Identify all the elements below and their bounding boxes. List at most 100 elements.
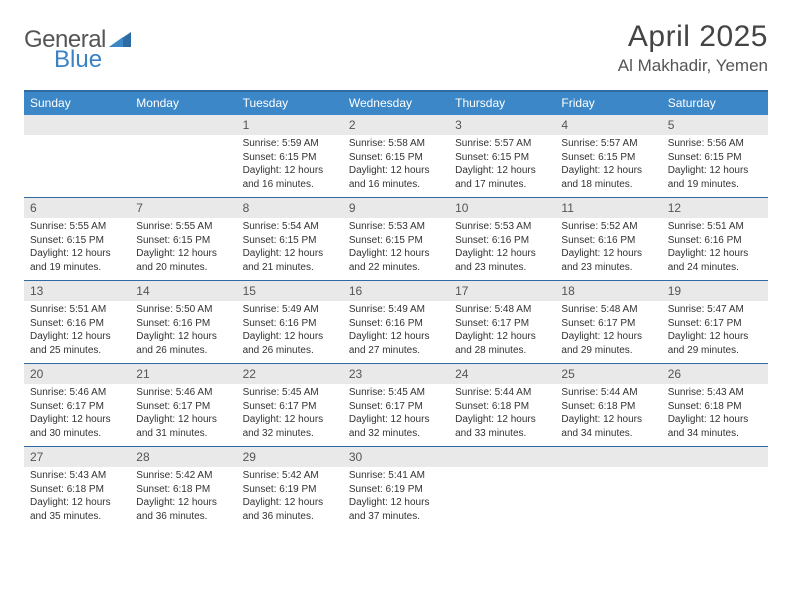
calendar-day: 19 Sunrise: 5:47 AMSunset: 6:17 PMDayligh… [662,281,768,363]
sunrise-line: Sunrise: 5:59 AM [243,137,337,151]
day-details: Sunrise: 5:44 AMSunset: 6:18 PMDaylight:… [449,384,555,446]
daylight-line: Daylight: 12 hours and 32 minutes. [243,413,337,440]
day-number: 2 [343,115,449,135]
sunset-line: Sunset: 6:18 PM [561,400,655,414]
sunset-line: Sunset: 6:16 PM [668,234,762,248]
day-details: Sunrise: 5:46 AMSunset: 6:17 PMDaylight:… [24,384,130,446]
header: General April 2025 Al Makhadir, Yemen [24,20,768,76]
day-details: Sunrise: 5:48 AMSunset: 6:17 PMDaylight:… [449,301,555,363]
sunset-line: Sunset: 6:15 PM [30,234,124,248]
day-details: Sunrise: 5:52 AMSunset: 6:16 PMDaylight:… [555,218,661,280]
daylight-line: Daylight: 12 hours and 33 minutes. [455,413,549,440]
calendar-day: 13Sunrise: 5:51 AMSunset: 6:16 PMDayligh… [24,281,130,363]
sunset-line: Sunset: 6:15 PM [455,151,549,165]
calendar-week: 6Sunrise: 5:55 AMSunset: 6:15 PMDaylight… [24,197,768,280]
day-details: Sunrise: 5:57 AMSunset: 6:15 PMDaylight:… [449,135,555,197]
daylight-line: Daylight: 12 hours and 26 minutes. [136,330,230,357]
weekday-header: Saturday [662,92,768,115]
weekday-header: Wednesday [343,92,449,115]
sunrise-line: Sunrise: 5:55 AM [30,220,124,234]
day-number: 9 [343,198,449,218]
calendar-day: 5Sunrise: 5:56 AMSunset: 6:15 PMDaylight… [662,115,768,197]
day-number: 10 [449,198,555,218]
sunset-line: Sunset: 6:15 PM [243,234,337,248]
calendar-day: 4Sunrise: 5:57 AMSunset: 6:15 PMDaylight… [555,115,661,197]
day-number: 21 [130,364,236,384]
sunset-line: Sunset: 6:18 PM [455,400,549,414]
sunrise-line: Sunrise: 5:46 AM [30,386,124,400]
daylight-line: Daylight: 12 hours and 36 minutes. [243,496,337,523]
sunset-line: Sunset: 6:16 PM [136,317,230,331]
sunrise-line: Sunrise: 5:42 AM [136,469,230,483]
daylight-line: Daylight: 12 hours and 28 minutes. [455,330,549,357]
brand-name-b: Blue [54,46,102,74]
calendar-day: 28Sunrise: 5:42 AMSunset: 6:18 PMDayligh… [130,447,236,529]
daylight-line: Daylight: 12 hours and 34 minutes. [668,413,762,440]
day-details: Sunrise: 5:45 AMSunset: 6:17 PMDaylight:… [343,384,449,446]
day-number [555,447,661,467]
sunset-line: Sunset: 6:17 PM [30,400,124,414]
logo-triangle-icon [109,29,131,52]
calendar-day: 7Sunrise: 5:55 AMSunset: 6:15 PMDaylight… [130,198,236,280]
calendar-week: 20Sunrise: 5:46 AMSunset: 6:17 PMDayligh… [24,363,768,446]
daylight-line: Daylight: 12 hours and 23 minutes. [455,247,549,274]
day-number: 19 [662,281,768,301]
sunrise-line: Sunrise: 5:41 AM [349,469,443,483]
page-title: April 2025 [618,20,768,54]
calendar-day: 12Sunrise: 5:51 AMSunset: 6:16 PMDayligh… [662,198,768,280]
calendar-week: 1Sunrise: 5:59 AMSunset: 6:15 PMDaylight… [24,115,768,197]
daylight-line: Daylight: 12 hours and 31 minutes. [136,413,230,440]
daylight-line: Daylight: 12 hours and 29 minutes. [668,330,762,357]
daylight-line: Daylight: 12 hours and 16 minutes. [349,164,443,191]
day-details: Sunrise: 5:41 AMSunset: 6:19 PMDaylight:… [343,467,449,529]
calendar-day: 30Sunrise: 5:41 AMSunset: 6:19 PMDayligh… [343,447,449,529]
sunset-line: Sunset: 6:16 PM [455,234,549,248]
day-number: 12 [662,198,768,218]
sunrise-line: Sunrise: 5:48 AM [561,303,655,317]
sunset-line: Sunset: 6:18 PM [136,483,230,497]
day-number [449,447,555,467]
calendar-day: 14Sunrise: 5:50 AMSunset: 6:16 PMDayligh… [130,281,236,363]
day-number: 27 [24,447,130,467]
sunset-line: Sunset: 6:15 PM [561,151,655,165]
day-number: 1 [237,115,343,135]
sunset-line: Sunset: 6:17 PM [349,400,443,414]
sunrise-line: Sunrise: 5:51 AM [30,303,124,317]
day-number: 3 [449,115,555,135]
sunrise-line: Sunrise: 5:48 AM [455,303,549,317]
day-number: 13 [24,281,130,301]
day-number: 22 [237,364,343,384]
day-details: Sunrise: 5:53 AMSunset: 6:15 PMDaylight:… [343,218,449,280]
day-details: Sunrise: 5:59 AMSunset: 6:15 PMDaylight:… [237,135,343,197]
day-number: 17 [449,281,555,301]
sunset-line: Sunset: 6:19 PM [243,483,337,497]
day-number: 29 [237,447,343,467]
sunset-line: Sunset: 6:16 PM [349,317,443,331]
sunrise-line: Sunrise: 5:58 AM [349,137,443,151]
sunset-line: Sunset: 6:17 PM [136,400,230,414]
sunrise-line: Sunrise: 5:44 AM [455,386,549,400]
sunrise-line: Sunrise: 5:47 AM [668,303,762,317]
calendar-day: 9Sunrise: 5:53 AMSunset: 6:15 PMDaylight… [343,198,449,280]
sunset-line: Sunset: 6:19 PM [349,483,443,497]
sunset-line: Sunset: 6:17 PM [668,317,762,331]
daylight-line: Daylight: 12 hours and 19 minutes. [30,247,124,274]
day-details: Sunrise: 5:56 AMSunset: 6:15 PMDaylight:… [662,135,768,197]
sunrise-line: Sunrise: 5:52 AM [561,220,655,234]
calendar-day-empty [449,447,555,529]
calendar-day-empty [24,115,130,197]
day-number [24,115,130,135]
sunrise-line: Sunrise: 5:46 AM [136,386,230,400]
calendar-day: 6Sunrise: 5:55 AMSunset: 6:15 PMDaylight… [24,198,130,280]
sunset-line: Sunset: 6:15 PM [349,151,443,165]
calendar-day: 11Sunrise: 5:52 AMSunset: 6:16 PMDayligh… [555,198,661,280]
day-number: 15 [237,281,343,301]
daylight-line: Daylight: 12 hours and 17 minutes. [455,164,549,191]
day-details: Sunrise: 5:55 AMSunset: 6:15 PMDaylight:… [24,218,130,280]
day-details: Sunrise: 5:48 AMSunset: 6:17 PMDaylight:… [555,301,661,363]
sunset-line: Sunset: 6:16 PM [30,317,124,331]
sunset-line: Sunset: 6:15 PM [136,234,230,248]
day-details: Sunrise: 5:42 AMSunset: 6:18 PMDaylight:… [130,467,236,529]
weekday-header: Friday [555,92,661,115]
sunset-line: Sunset: 6:15 PM [349,234,443,248]
